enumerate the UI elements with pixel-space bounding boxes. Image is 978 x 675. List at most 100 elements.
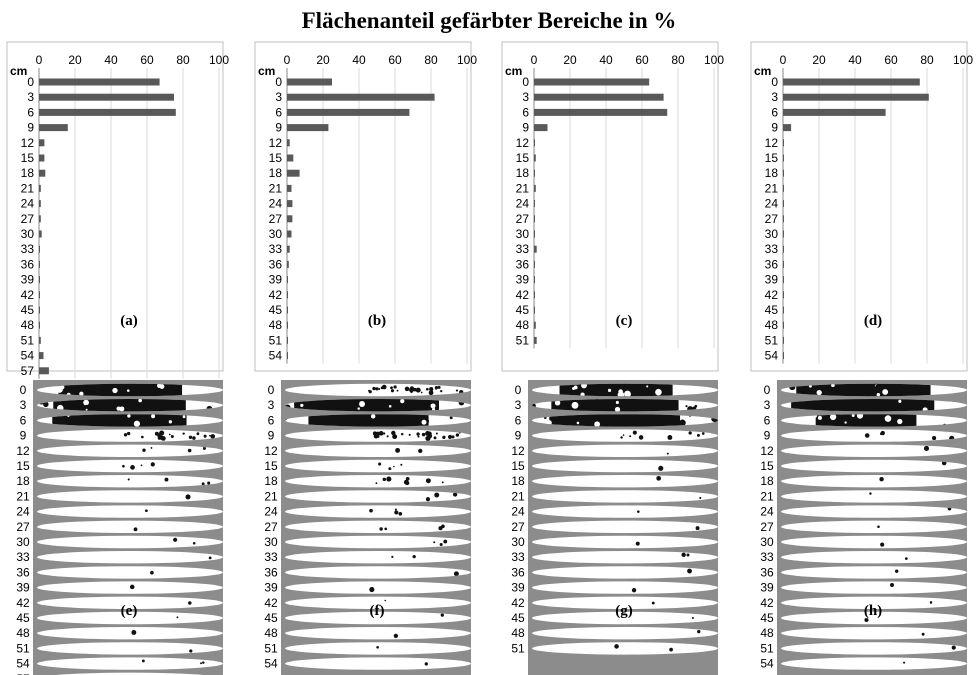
depth-label: 18 — [264, 474, 278, 488]
depth-label: 0 — [20, 383, 27, 397]
stain-pattern — [425, 492, 458, 502]
depth-label: 45 — [16, 611, 30, 625]
soil-slice — [285, 611, 471, 625]
depth-label: 30 — [511, 535, 525, 549]
y-tick-label: 42 — [21, 288, 35, 302]
stain-pattern — [145, 509, 148, 513]
soil-slice — [37, 475, 223, 488]
bar — [287, 291, 288, 299]
depth-label: 15 — [16, 459, 30, 473]
y-tick-label: 15 — [269, 151, 283, 165]
depth-label: 36 — [16, 565, 30, 579]
depth-label: 42 — [511, 596, 525, 610]
soil-slice — [37, 505, 223, 518]
stain-pattern — [929, 601, 933, 604]
bar — [39, 124, 68, 132]
y-tick-label: 48 — [765, 318, 779, 332]
stain-pattern — [903, 661, 906, 664]
depth-label: 39 — [511, 581, 525, 595]
bar-chart-4: 0 20 40 60 80 100cm03691215182124273033363942… — [750, 41, 973, 372]
x-tick-label: 60 — [140, 53, 154, 67]
depth-label: 45 — [511, 611, 525, 625]
y-tick-label: 18 — [516, 166, 530, 180]
stain-pattern — [189, 649, 193, 653]
bar — [287, 93, 435, 101]
y-tick-label: 51 — [765, 333, 779, 347]
x-tick-label: 20 — [812, 53, 826, 67]
stain-pattern — [141, 659, 205, 665]
y-tick-label: 12 — [21, 136, 35, 150]
stain-pattern — [391, 555, 416, 559]
bar-chart-2: 0 20 40 60 80 100cm03691215182124273033363942… — [254, 41, 477, 372]
depth-label: 18 — [511, 474, 525, 488]
bar — [534, 78, 650, 86]
x-tick-label: 100 — [209, 53, 229, 67]
soil-slice — [532, 475, 718, 488]
stain-pattern — [376, 645, 379, 649]
stain-pattern — [129, 584, 135, 590]
soil-slice — [285, 383, 471, 397]
depth-label: 45 — [760, 611, 774, 625]
bar — [534, 124, 548, 132]
y-tick-label: 45 — [269, 303, 283, 317]
soil-slice — [285, 566, 471, 579]
y-tick-label: 24 — [269, 197, 283, 211]
soil-slice — [532, 444, 718, 457]
depth-label: 3 — [268, 398, 275, 412]
y-tick-label: 15 — [21, 151, 35, 165]
depth-label: 33 — [16, 550, 30, 564]
soil-slice — [532, 551, 718, 564]
y-tick-label: 12 — [269, 136, 283, 150]
x-tick-label: 40 — [599, 53, 613, 67]
depth-label: 48 — [511, 626, 525, 640]
bar — [287, 200, 293, 208]
y-tick-label: 3 — [771, 90, 778, 104]
soil-slice — [781, 657, 967, 670]
depth-label: 21 — [511, 489, 525, 503]
stain-pattern — [173, 537, 196, 545]
y-tick-label: 30 — [516, 227, 530, 241]
soil-slice — [781, 566, 967, 579]
soil-slice — [532, 535, 718, 549]
depth-label: 27 — [760, 520, 774, 534]
bar — [287, 230, 292, 238]
stain-pattern — [395, 447, 423, 454]
soil-slice — [285, 657, 471, 670]
bar — [39, 215, 41, 223]
y-tick-label: 27 — [765, 212, 779, 226]
soil-slice — [781, 429, 967, 442]
bar — [39, 154, 45, 162]
depth-label: 54 — [16, 657, 30, 671]
stain-pattern — [869, 492, 872, 495]
depth-label: 12 — [760, 444, 774, 458]
y-tick-label: 12 — [765, 136, 779, 150]
y-tick-label: 15 — [516, 151, 530, 165]
soil-slice — [781, 520, 967, 533]
soil-slice — [285, 459, 471, 473]
x-tick-label: 40 — [352, 53, 366, 67]
bar — [783, 124, 792, 132]
depth-label: 9 — [515, 429, 522, 443]
bar — [534, 215, 535, 223]
x-tick-label: 60 — [635, 53, 649, 67]
y-tick-label: 48 — [516, 318, 530, 332]
x-tick-label: 80 — [424, 53, 438, 67]
y-tick-label: 21 — [269, 181, 283, 195]
y-tick-label: 30 — [269, 227, 283, 241]
stain-pattern — [185, 494, 191, 500]
x-tick-label: 60 — [884, 53, 898, 67]
bar — [39, 78, 160, 86]
depth-label: 21 — [16, 489, 30, 503]
soil-slice — [285, 596, 471, 609]
soil-slice — [37, 596, 223, 609]
stain-pattern — [923, 445, 930, 451]
unit-label: cm — [10, 64, 27, 78]
depth-label: 39 — [760, 581, 774, 595]
bar — [534, 139, 535, 147]
stain-pattern — [379, 524, 445, 531]
soil-slice — [532, 596, 718, 609]
x-tick-label: 20 — [68, 53, 82, 67]
stain-pattern — [651, 601, 655, 605]
x-tick-label: 80 — [920, 53, 934, 67]
soil-slice — [781, 475, 967, 488]
